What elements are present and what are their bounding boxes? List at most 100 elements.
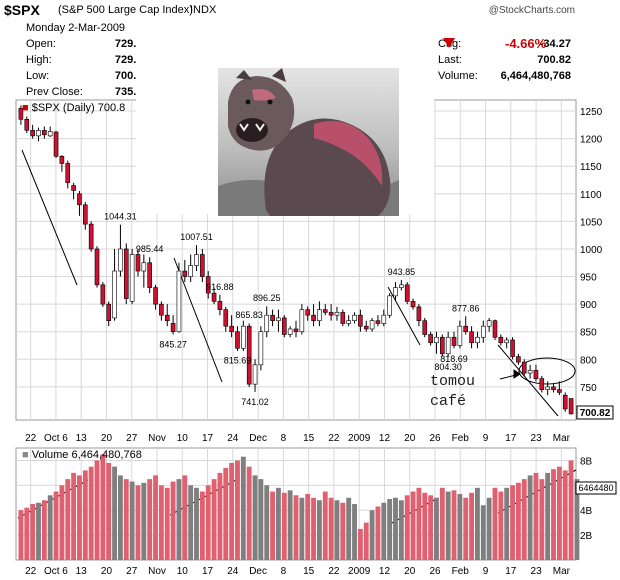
volume-bar [311, 497, 316, 560]
date-tick-label: Nov [148, 566, 166, 577]
volume-bar [293, 495, 299, 560]
candle-body [42, 130, 47, 136]
candle-body [568, 398, 574, 415]
price-annotation: 985.44 [136, 244, 164, 254]
candle-body [510, 339, 515, 357]
prev-close-label: Prev Close: [26, 86, 83, 98]
candle-body [475, 336, 480, 344]
price-tick-label: 1050 [580, 217, 603, 228]
date-tick-label: 22 [25, 433, 37, 444]
quote-date: Monday 2-Mar-2009 [26, 22, 126, 34]
candle-body [276, 317, 281, 321]
bear-teeth [239, 123, 265, 132]
candle-body [404, 284, 410, 302]
date-tick-label: 8 [281, 566, 287, 577]
bear-ears [236, 68, 286, 82]
volume-bar [276, 487, 281, 560]
volume-bar [246, 466, 252, 560]
volume-bar [510, 485, 515, 560]
candle-body [287, 328, 293, 335]
bear-brow [252, 89, 276, 101]
candle-body [539, 378, 545, 390]
candle-body [88, 223, 94, 250]
price-tick-label: 1000 [580, 245, 603, 256]
candle-body [369, 320, 375, 330]
date-axis-labels: 22 Oct 6 13 20 27 Nov 10 17 24 Dec 8 15 22 2009 12 20 26… [25, 433, 571, 444]
volume-bar [252, 475, 258, 560]
candle-body [270, 314, 275, 321]
candle-body [533, 370, 539, 379]
candle-body [112, 270, 117, 319]
candle-body [428, 334, 433, 344]
volume-bar [574, 479, 580, 560]
candle-body [317, 309, 322, 321]
volume-bar [270, 491, 276, 560]
volume-bar [363, 522, 369, 560]
date-tick-label: 17 [505, 566, 517, 577]
vol-trend-line-oct [17, 479, 89, 519]
volume-value: 6,464,480,768 [500, 70, 571, 82]
date-tick-label: 9 [483, 433, 489, 444]
bear-eye-right [267, 99, 273, 105]
price-annotation: 1007.51 [180, 232, 213, 242]
quote-left-table: Monday 2-Mar-2009 Open: 729.57 High: 729.5… [24, 20, 151, 100]
volume-bar [153, 475, 158, 560]
last-volume-tag-box [575, 481, 617, 495]
volume-bar [123, 479, 129, 560]
price-annotation: 916.88 [206, 282, 234, 292]
volume-bar [170, 481, 176, 560]
trend-lines [17, 149, 577, 525]
date-tick-label: 24 [227, 433, 239, 444]
volume-bar [147, 479, 153, 560]
bear-mouth [236, 118, 268, 142]
volume-bar [59, 485, 65, 560]
volume-bar [352, 504, 357, 560]
date-tick-label: 26 [429, 433, 441, 444]
volume-bar [439, 487, 445, 560]
volume-bar [334, 500, 340, 560]
date-tick-label: 22 [328, 433, 340, 444]
candle-body [24, 119, 30, 131]
candle-body [18, 107, 24, 120]
candle-body [457, 325, 463, 346]
candle-body [545, 386, 550, 390]
date-tick-label: 27 [126, 433, 138, 444]
candle-body [410, 301, 416, 308]
volume-bar [158, 485, 164, 560]
candle-body [170, 323, 176, 333]
candle-body [557, 389, 562, 393]
volume-bar [141, 482, 147, 560]
volume-bar [469, 492, 475, 560]
candle-body [223, 309, 229, 327]
volume-bar [182, 475, 188, 560]
series-legend: ■ $SPX (Daily) 700.8 [22, 102, 126, 114]
volume-bar [176, 479, 182, 560]
candle-body [492, 320, 498, 338]
price-tick-label: 900 [580, 300, 597, 311]
candle-body [340, 312, 346, 324]
candle-body [562, 394, 568, 410]
date-tick-label: Oct 6 [44, 433, 68, 444]
date-tick-label: 12 [379, 433, 391, 444]
candle-body [375, 320, 381, 324]
price-annotation: 877.86 [452, 303, 480, 313]
price-annotation: 845.27 [159, 339, 187, 349]
price-annotation: 865.83 [235, 310, 263, 320]
volume-legend: ■ Volume 6,464,480,768 [22, 449, 142, 461]
candle-body [299, 309, 305, 333]
volume-bar [492, 487, 498, 560]
date-tick-label: 2009 [348, 566, 371, 577]
candle-body [486, 320, 492, 327]
candle-body [451, 336, 457, 346]
candle-body [258, 331, 264, 366]
candle-body [53, 131, 59, 157]
volume-bars [18, 454, 580, 560]
date-tick-label: 9 [483, 566, 489, 577]
date-tick-label: 26 [429, 566, 441, 577]
price-annotation: 896.25 [253, 293, 281, 303]
volume-bar [556, 466, 562, 560]
volume-bar [41, 500, 47, 560]
volume-bar [533, 472, 539, 560]
stockcharts-copyright[interactable]: @StockCharts.com [488, 5, 575, 16]
volume-bar [223, 467, 229, 560]
